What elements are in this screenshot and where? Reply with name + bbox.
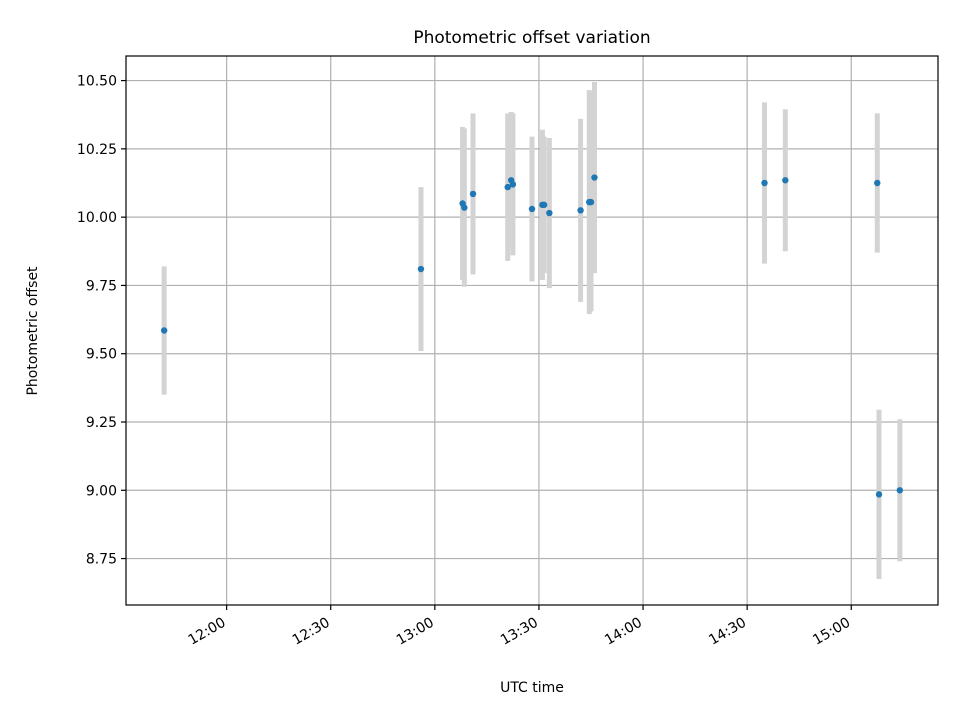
- y-axis-ticks: 8.75 9.00 9.25 9.50 9.75 10.00 10.25 10.50: [77, 74, 126, 568]
- x-axis-label: UTC time: [500, 680, 564, 696]
- point-layer: [160, 174, 904, 498]
- plot-frame: [125, 55, 939, 606]
- y-axis-label: Photometric offset: [25, 266, 41, 396]
- data-point: [528, 205, 536, 213]
- y-tick-label: 9.75: [86, 278, 117, 294]
- data-point: [875, 491, 883, 498]
- data-point: [509, 181, 517, 188]
- y-tick-label: 9.50: [86, 347, 117, 363]
- data-point: [896, 487, 904, 494]
- data-point: [761, 179, 768, 187]
- y-tick-label: 8.75: [86, 552, 117, 568]
- y-tick-label: 10.25: [77, 142, 117, 158]
- data-point: [540, 201, 548, 209]
- y-tick-label: 10.50: [77, 74, 117, 90]
- data-point: [160, 327, 168, 334]
- y-tick-label: 9.25: [86, 415, 117, 431]
- data-point: [546, 209, 553, 217]
- data-point: [504, 183, 511, 191]
- y-tick-label: 10.00: [77, 210, 117, 226]
- data-point: [587, 198, 595, 206]
- data-point: [782, 177, 789, 184]
- data-point: [591, 174, 598, 181]
- data-point: [577, 207, 584, 214]
- data-point: [874, 179, 881, 187]
- data-point: [469, 190, 477, 198]
- data-point: [461, 204, 468, 211]
- chart-title: Photometric offset variation: [413, 28, 650, 48]
- y-tick-label: 9.00: [86, 483, 117, 499]
- data-point: [417, 265, 425, 273]
